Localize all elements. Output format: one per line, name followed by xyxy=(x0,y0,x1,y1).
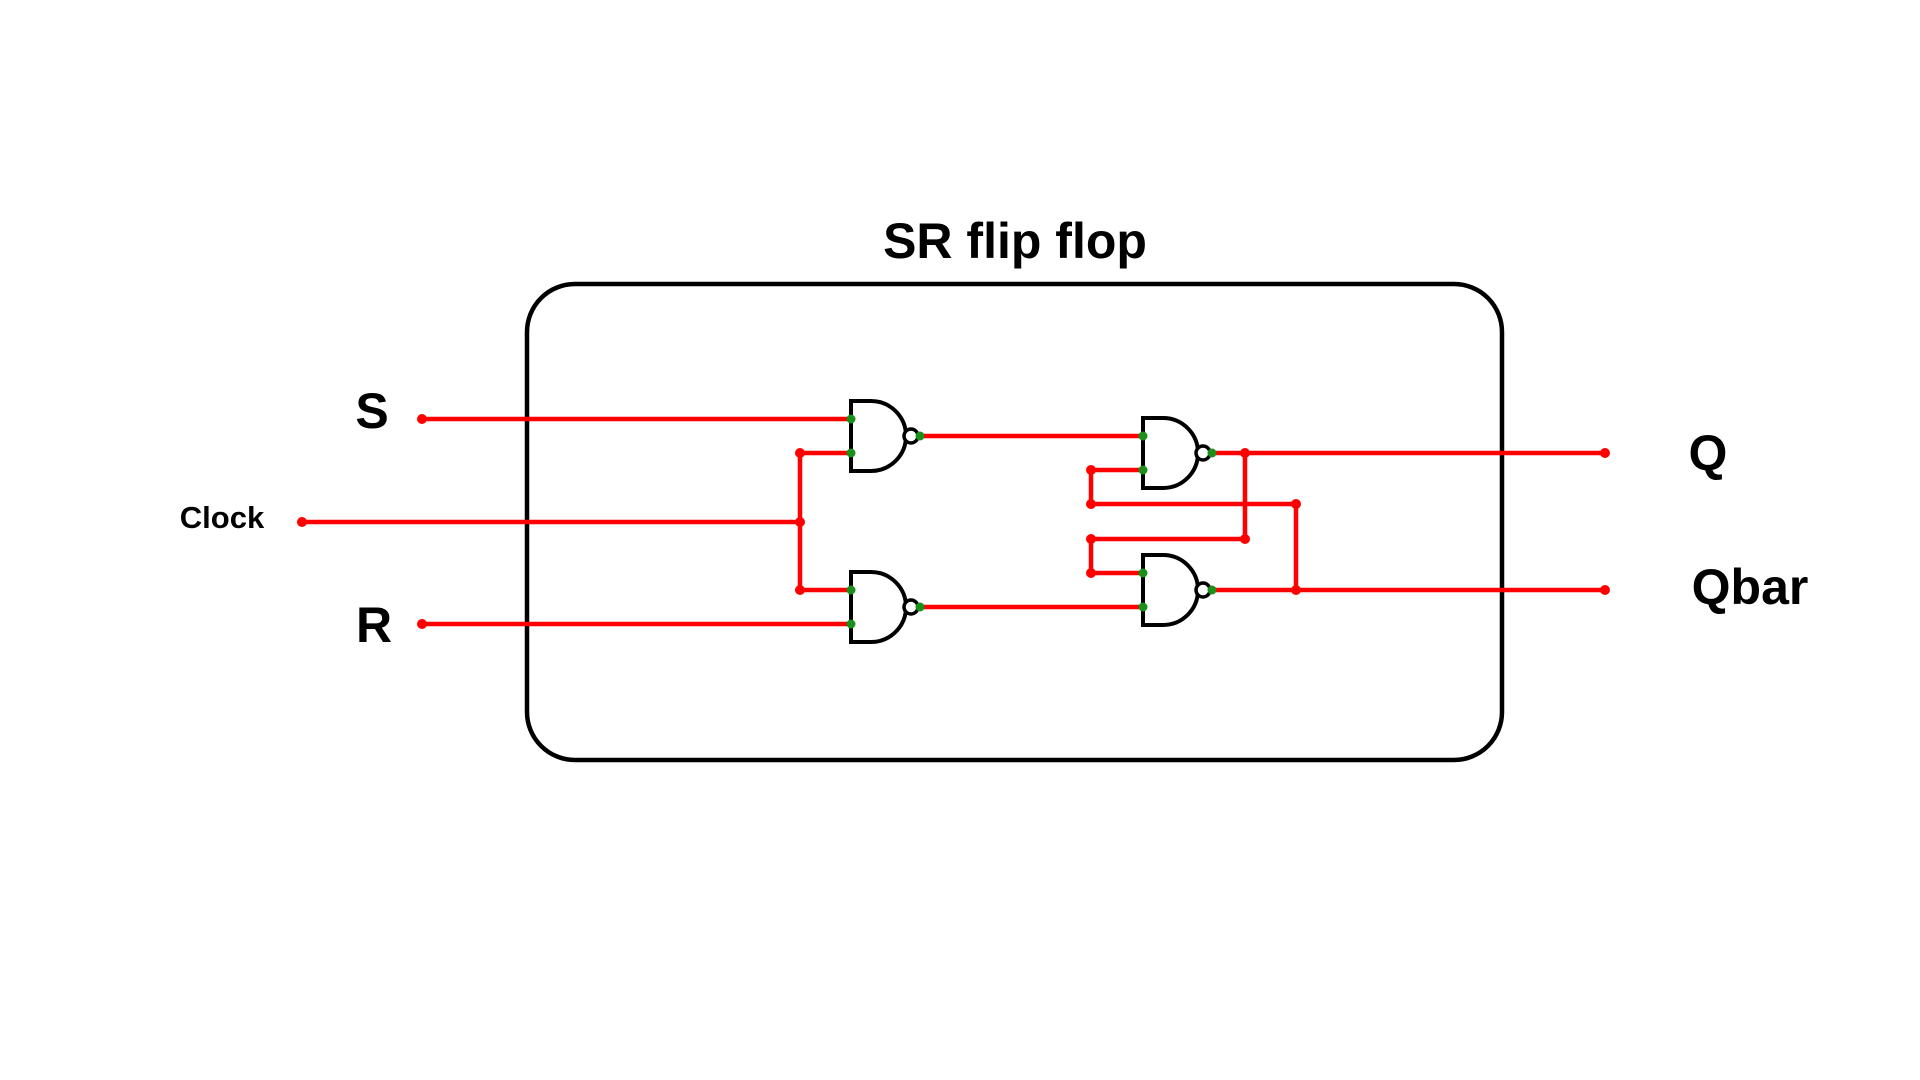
pin xyxy=(1138,602,1148,612)
wires xyxy=(299,416,1608,627)
junction-dots xyxy=(297,414,1610,629)
diagram-title: SR flip flop xyxy=(883,213,1147,269)
junction-dot xyxy=(1086,534,1096,544)
pin xyxy=(1138,465,1148,475)
pin xyxy=(1138,431,1148,441)
terminal-r xyxy=(417,619,427,629)
nand-gate-2 xyxy=(849,570,920,644)
pin xyxy=(846,448,856,458)
pin xyxy=(1138,568,1148,578)
input-s-label: S xyxy=(355,383,388,439)
pin xyxy=(846,585,856,595)
nand-gate-3 xyxy=(1141,416,1212,490)
nand-gate-1 xyxy=(849,399,920,473)
junction-dot xyxy=(795,448,805,458)
pin xyxy=(1207,585,1217,595)
junction-dot xyxy=(1086,499,1096,509)
terminal-s xyxy=(417,414,427,424)
pin xyxy=(1207,448,1217,458)
nand-gate-4 xyxy=(1141,553,1212,627)
output-qbar-label: Qbar xyxy=(1692,559,1809,615)
terminal-q xyxy=(1600,448,1610,458)
output-q-label: Q xyxy=(1689,425,1728,481)
junction-dot xyxy=(1086,568,1096,578)
pin xyxy=(915,602,925,612)
input-clock-label: Clock xyxy=(180,500,265,535)
junction-dot xyxy=(1086,465,1096,475)
gate-pins xyxy=(846,414,1217,629)
junction-dot xyxy=(795,585,805,595)
junction-dot xyxy=(1240,534,1250,544)
pin xyxy=(915,431,925,441)
input-r-label: R xyxy=(356,597,392,653)
junction-dot xyxy=(1240,448,1250,458)
junction-dot xyxy=(1291,499,1301,509)
terminal-clock xyxy=(297,517,307,527)
junction-dot xyxy=(1291,585,1301,595)
pin xyxy=(846,619,856,629)
terminal-qbar xyxy=(1600,585,1610,595)
pin xyxy=(846,414,856,424)
junction-dot xyxy=(795,517,805,527)
